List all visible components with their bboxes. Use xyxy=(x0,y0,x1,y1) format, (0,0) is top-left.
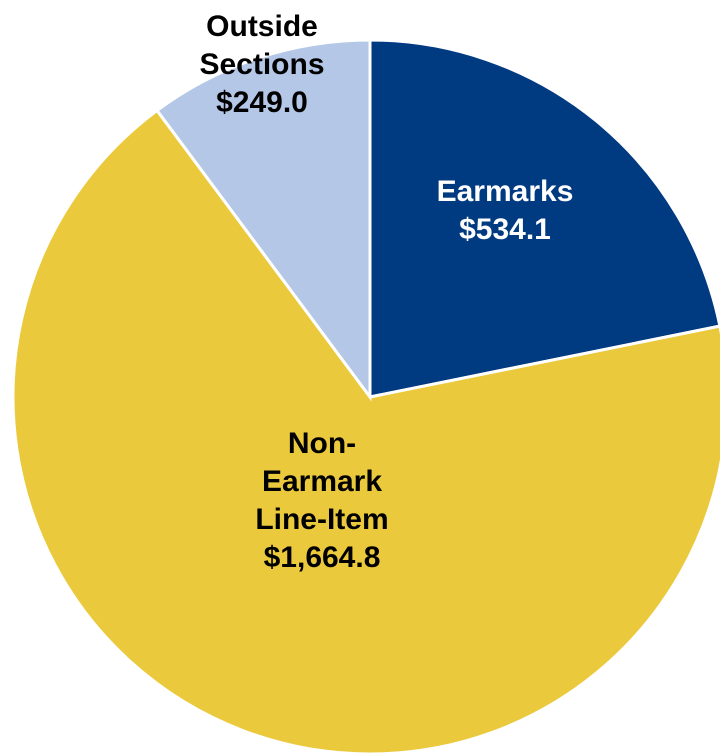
slice-value: $249.0 xyxy=(216,86,308,119)
pie-slice xyxy=(154,38,372,402)
slice-name: Earmarks xyxy=(436,175,574,208)
pie-slice xyxy=(11,108,720,755)
slice-name: Outside Sections xyxy=(199,10,325,81)
slice-name: Non-Earmark Line-Item xyxy=(255,427,389,536)
slice-value: $1,664.8 xyxy=(263,541,381,574)
slice-value: $534.1 xyxy=(459,213,551,246)
pie-slice xyxy=(368,38,720,399)
